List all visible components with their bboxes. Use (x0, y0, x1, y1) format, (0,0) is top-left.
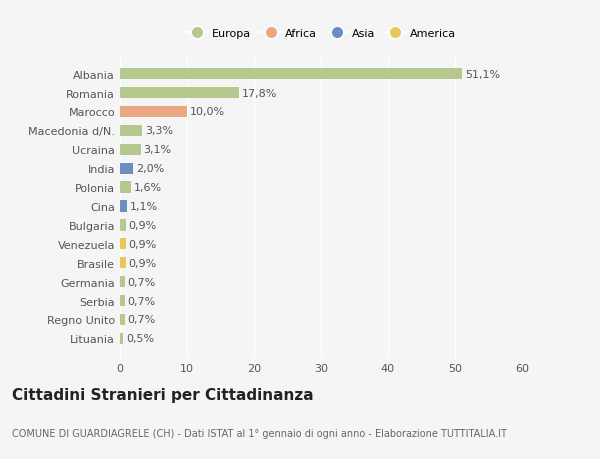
Text: 17,8%: 17,8% (242, 89, 277, 98)
Text: 0,9%: 0,9% (129, 239, 157, 249)
Text: 1,1%: 1,1% (130, 202, 158, 212)
Text: 0,9%: 0,9% (129, 220, 157, 230)
Text: 0,9%: 0,9% (129, 258, 157, 268)
Text: 51,1%: 51,1% (465, 69, 500, 79)
Bar (120, 314, 125, 325)
Text: COMUNE DI GUARDIAGRELE (CH) - Dati ISTAT al 1° gennaio di ogni anno - Elaborazio: COMUNE DI GUARDIAGRELE (CH) - Dati ISTAT… (12, 428, 507, 438)
Text: 0,7%: 0,7% (127, 315, 155, 325)
Text: 1,6%: 1,6% (133, 183, 161, 193)
Bar (120, 239, 126, 250)
Bar (120, 220, 126, 231)
Text: Cittadini Stranieri per Cittadinanza: Cittadini Stranieri per Cittadinanza (12, 387, 314, 403)
Bar (120, 125, 142, 137)
Bar (120, 69, 463, 80)
Bar (120, 88, 239, 99)
Text: 3,1%: 3,1% (143, 145, 172, 155)
Bar (120, 144, 141, 156)
Bar (120, 163, 133, 174)
Text: 3,3%: 3,3% (145, 126, 173, 136)
Legend: Europa, Africa, Asia, America: Europa, Africa, Asia, America (182, 24, 460, 43)
Bar (120, 257, 126, 269)
Text: 0,5%: 0,5% (126, 334, 154, 344)
Text: 0,7%: 0,7% (127, 296, 155, 306)
Bar (120, 276, 125, 288)
Bar (120, 295, 125, 307)
Bar (120, 106, 187, 118)
Text: 2,0%: 2,0% (136, 164, 164, 174)
Bar (120, 182, 131, 193)
Bar (120, 201, 127, 212)
Text: 0,7%: 0,7% (127, 277, 155, 287)
Bar (120, 333, 124, 344)
Text: 10,0%: 10,0% (190, 107, 225, 117)
